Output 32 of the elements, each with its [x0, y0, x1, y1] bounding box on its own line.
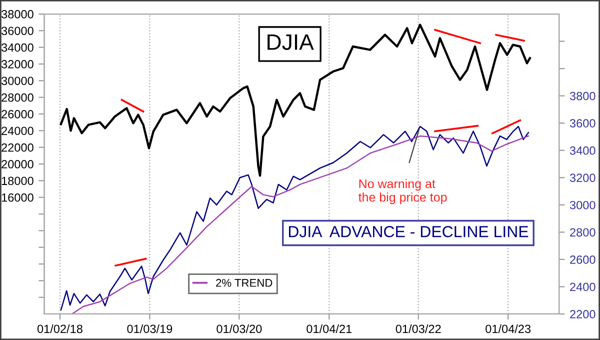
y2-tick-label: 3800 [570, 92, 596, 100]
legend-label: 2% TREND [216, 278, 272, 287]
y-tick-label: 32000 [1, 60, 34, 68]
y-tick-label: 36000 [1, 26, 34, 36]
line-series [60, 24, 532, 177]
y-tick-label: 18000 [2, 176, 34, 186]
y-tick-label: 24000 [2, 126, 34, 136]
y-tick-label: 16000 [2, 193, 34, 202]
y2-tick-label: 3400 [570, 146, 596, 155]
y-tick-label: 28000 [2, 93, 34, 102]
x-tick-label: 01/04/21 [306, 324, 352, 334]
y-tick-label: 38000 [1, 10, 34, 18]
y2-tick-label: 2400 [570, 282, 596, 292]
y2-tick-label: 3000 [570, 200, 596, 210]
x-tick-label: 01/02/18 [37, 324, 82, 334]
series-label: DJIA ADVANCE - DECLINE LINE [288, 226, 528, 238]
y2-tick-label: 3200 [570, 174, 596, 182]
series-label: DJIA [268, 34, 314, 50]
y2-tick-label: 2200 [570, 310, 596, 318]
y-tick-label: 26000 [2, 110, 34, 118]
y2-tick-label: 2600 [570, 255, 596, 264]
y-tick-label: 20000 [2, 160, 34, 168]
annotation: No warning at the big price top [358, 179, 447, 204]
y2-tick-label: 3600 [570, 119, 596, 128]
y-tick-label: 30000 [1, 76, 34, 86]
x-tick-label: 01/03/22 [396, 324, 441, 334]
y-tick-label: 22000 [2, 143, 34, 152]
x-tick-label: 01/03/19 [127, 324, 172, 334]
y2-tick-label: 2800 [570, 228, 596, 237]
y-tick-label: 34000 [1, 43, 34, 52]
x-tick-label: 01/03/20 [216, 324, 262, 334]
x-tick-label: 01/04/23 [486, 324, 531, 334]
